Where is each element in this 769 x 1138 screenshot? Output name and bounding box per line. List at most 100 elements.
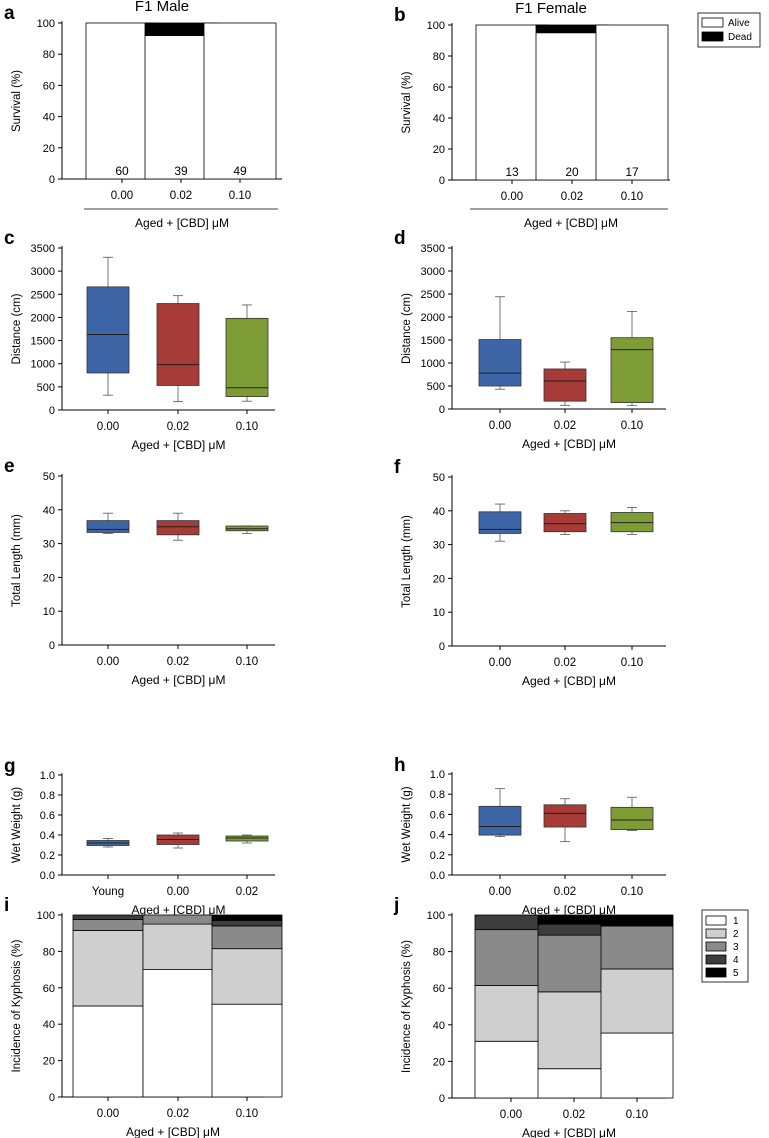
- box-iqr: [610, 512, 654, 533]
- y-tick-label: 0.6: [40, 810, 55, 822]
- y-tick-label: 500: [427, 381, 445, 393]
- box-iqr: [610, 337, 654, 403]
- x-tick-label: 0.00: [97, 1108, 119, 1120]
- y-tick-label: 0.2: [430, 850, 445, 862]
- y-tick-label: 0.0: [40, 870, 55, 882]
- x-axis-label: Aged + [CBD] μM: [522, 1126, 616, 1138]
- y-tick-label: 10: [43, 606, 55, 618]
- y-tick-label: 10: [433, 607, 445, 619]
- bar-segment-3: [537, 934, 611, 993]
- y-tick-label: 0.2: [40, 850, 55, 862]
- y-tick-label: 3000: [421, 266, 445, 278]
- y-tick-label: 50: [433, 472, 445, 484]
- x-axis-label: Aged + [CBD] μM: [132, 903, 226, 917]
- x-tick-label: 0.10: [621, 886, 643, 898]
- panel-letter: c: [4, 228, 15, 249]
- y-tick-label: 3500: [421, 243, 445, 255]
- legend-label: 2: [733, 929, 739, 940]
- y-tick-label: 0.4: [40, 830, 55, 842]
- bar-segment-1: [72, 1005, 144, 1098]
- box-iqr: [478, 339, 522, 387]
- y-tick-label: 0.4: [430, 830, 445, 842]
- x-tick-label: Young: [92, 886, 124, 898]
- x-tick-label: 0.00: [97, 656, 119, 668]
- box-iqr: [225, 317, 269, 397]
- y-tick-label: 30: [433, 540, 445, 552]
- sample-size-label: 13: [505, 165, 519, 179]
- y-tick-label: 0.0: [430, 870, 445, 882]
- y-tick-label: 60: [43, 983, 55, 995]
- y-tick-label: 40: [43, 112, 55, 124]
- bar-segment-2: [211, 948, 283, 1005]
- x-axis-label: Aged + [CBD] μM: [522, 437, 616, 451]
- x-tick-label: 0.00: [500, 1109, 522, 1121]
- y-tick-label: 0.8: [430, 789, 445, 801]
- y-tick-label: 0: [49, 640, 55, 652]
- x-tick-label: 0.00: [167, 886, 189, 898]
- y-tick-label: 100: [427, 20, 445, 32]
- y-axis-label: Wet Weight (g): [11, 787, 23, 863]
- bar-segment-4: [474, 914, 548, 931]
- x-tick-label: 0.10: [236, 1108, 258, 1120]
- box-iqr: [156, 303, 200, 386]
- y-tick-label: 20: [43, 1056, 55, 1068]
- x-tick-label: 0.00: [489, 420, 511, 432]
- y-tick-label: 0: [439, 175, 445, 187]
- y-tick-label: 500: [37, 382, 55, 394]
- bar-segment-2: [72, 930, 144, 1007]
- panel-letter: a: [4, 3, 15, 24]
- x-tick-label: 0.00: [501, 191, 523, 203]
- y-tick-label: 1500: [31, 336, 55, 348]
- x-tick-label: 0.10: [621, 191, 643, 203]
- legend-swatch-5: [705, 967, 727, 978]
- legend-swatch-4: [705, 954, 727, 965]
- x-tick-label: 0.02: [167, 656, 189, 668]
- y-axis-label: Total Length (mm): [401, 515, 413, 608]
- box-iqr: [86, 520, 130, 533]
- panel-letter: b: [394, 5, 406, 26]
- panel-letter: e: [4, 456, 15, 477]
- y-tick-label: 20: [43, 143, 55, 155]
- panel-f: f 0 10 20 30 40 50 0.00 0.02 0.10 Aged + [CBD] μM T…: [394, 457, 666, 688]
- y-axis-label: Total Length (mm): [11, 514, 23, 607]
- y-tick-label: 0.8: [40, 790, 55, 802]
- y-tick-label: 0: [439, 404, 445, 416]
- box-iqr: [543, 804, 587, 828]
- y-tick-label: 2000: [421, 312, 445, 324]
- bar-segment-2: [600, 968, 674, 1034]
- bar-segment-1: [211, 1003, 283, 1098]
- x-axis-label: Aged + [CBD] μM: [132, 438, 226, 452]
- y-tick-label: 60: [43, 80, 55, 92]
- y-tick-label: 0: [49, 1092, 55, 1104]
- y-tick-label: 100: [427, 910, 445, 922]
- bar-segment-alive: [203, 22, 277, 180]
- legend-label: Alive: [728, 18, 750, 29]
- y-tick-label: 0: [439, 1093, 445, 1105]
- y-tick-label: 1000: [421, 358, 445, 370]
- panel-d: d 0 500 1000 1500 2000 2500 3000 3500 0.00 0.02 0.1…: [394, 228, 666, 451]
- panel-letter: g: [4, 756, 16, 777]
- legend-label: Dead: [728, 32, 752, 43]
- y-axis-label: Wet Weight (g): [401, 786, 413, 862]
- panel-letter: j: [393, 895, 399, 916]
- sample-size-label: 20: [565, 165, 579, 179]
- y-tick-label: 40: [433, 1020, 445, 1032]
- box-iqr: [478, 805, 522, 836]
- y-axis-label: Incidence of Kyphosis (%): [11, 939, 23, 1072]
- box-iqr: [86, 286, 130, 374]
- panel-j: j 0 20 40 60 80 100 0.00 0.02 0.10 Aged + [CBD] μM…: [393, 895, 749, 1138]
- panel-b: b F1 Female 0 20 40 60 80 100 0.00 0.02 0.10 Aged +…: [394, 0, 761, 230]
- bar-segment-5: [211, 914, 283, 921]
- box-iqr: [543, 368, 587, 402]
- legend-label: 1: [733, 916, 739, 927]
- y-tick-label: 0: [439, 641, 445, 653]
- x-axis-label: Aged + [CBD] μM: [126, 1125, 220, 1138]
- y-tick-label: 20: [433, 573, 445, 585]
- panel-e: e 0 10 20 30 40 50 0.00 0.02 0.10 Aged + [CBD] μM T…: [4, 456, 275, 687]
- chart-title: F1 Male: [135, 0, 189, 15]
- bar-segment-5: [537, 914, 611, 925]
- sample-size-label: 60: [115, 164, 129, 178]
- y-tick-label: 60: [433, 82, 445, 94]
- panel-letter: i: [4, 895, 9, 916]
